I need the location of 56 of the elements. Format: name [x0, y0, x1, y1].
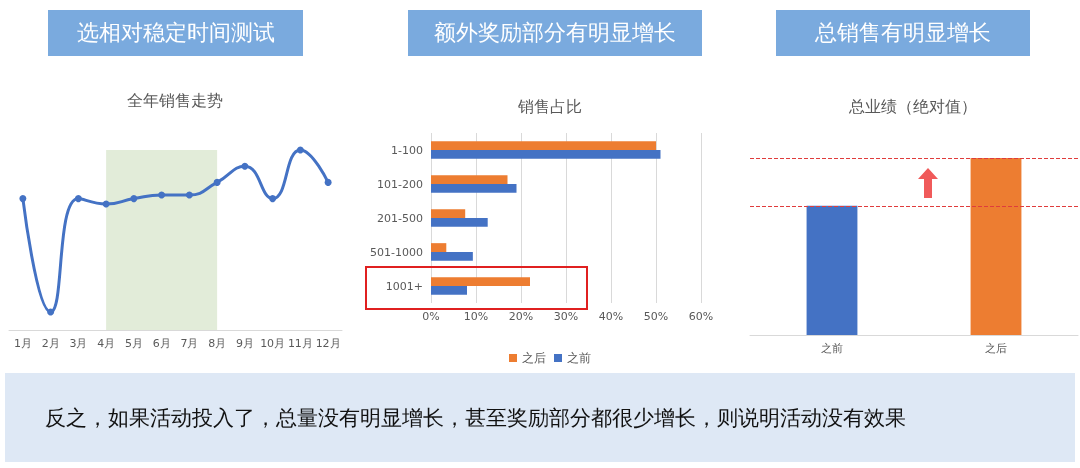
x-tick-label: 40%: [598, 310, 624, 323]
y-tick-label: 101-200: [377, 177, 423, 191]
x-tick-label: 50%: [643, 310, 669, 323]
point: [158, 191, 166, 199]
x-tick-label: 2月: [41, 337, 60, 350]
point: [213, 178, 221, 186]
point: [74, 195, 82, 203]
y-tick-label: 201-500: [377, 211, 423, 225]
x-tick-label: 3月: [69, 337, 88, 350]
x-tick-label: 5月: [124, 337, 143, 350]
text: 反之，如果活动投入了，总量没有明显增长，甚至奖励部分都很少增长，则说明活动没有效果: [45, 404, 906, 432]
x-tick-label: 60%: [688, 310, 714, 323]
bar: [431, 141, 656, 150]
chart-subtitle: 总业绩（绝对值）: [847, 96, 977, 116]
x-tick-label: 4月: [97, 337, 116, 350]
x-tick-label: 10%: [463, 310, 489, 323]
x-tick-label: 10月: [260, 337, 286, 350]
point: [296, 146, 304, 154]
y-tick-label: 1-100: [391, 143, 423, 157]
point: [47, 308, 55, 316]
x-tick-label: 8月: [208, 337, 227, 350]
x-tick-label: 6月: [152, 337, 171, 350]
point: [241, 162, 249, 170]
chart-title: 总销售有明显增长: [776, 10, 1030, 56]
point: [19, 195, 27, 203]
x-tick-label: 12月: [315, 337, 341, 350]
x-tick-label: 1月: [13, 337, 32, 350]
x-tick-label: 20%: [508, 310, 534, 323]
x-tick-label: 9月: [235, 337, 254, 350]
legend-label: 之前: [567, 351, 591, 365]
chart-title: 选相对稳定时间测试: [48, 10, 303, 56]
y-tick-label: 501-1000: [370, 245, 423, 259]
y-tick-label: 1001+: [385, 279, 423, 293]
chart-subtitle: 销售占比: [517, 96, 582, 116]
bar: [431, 243, 447, 252]
point: [130, 195, 138, 203]
bar: [431, 184, 517, 193]
bar: [431, 150, 661, 159]
bar: [431, 277, 530, 286]
bar: [431, 252, 473, 261]
x-tick-label: 30%: [553, 310, 579, 323]
point: [269, 195, 277, 203]
chart-subtitle: 全年销售走势: [127, 90, 223, 110]
bar: [431, 209, 466, 218]
x-tick-label: 之后: [985, 342, 1007, 355]
x-tick-label: 11月: [287, 337, 313, 350]
chart-title: 额外奖励部分有明显增长: [408, 10, 702, 56]
x-tick-label: 0%: [422, 310, 440, 323]
point: [324, 178, 332, 186]
x-tick-label: 之前: [821, 342, 843, 355]
point: [185, 191, 193, 199]
bar: [431, 175, 508, 184]
x-tick-label: 7月: [180, 337, 199, 350]
bar: [431, 218, 488, 227]
legend-label: 之后: [522, 351, 546, 365]
bar: [431, 286, 467, 295]
